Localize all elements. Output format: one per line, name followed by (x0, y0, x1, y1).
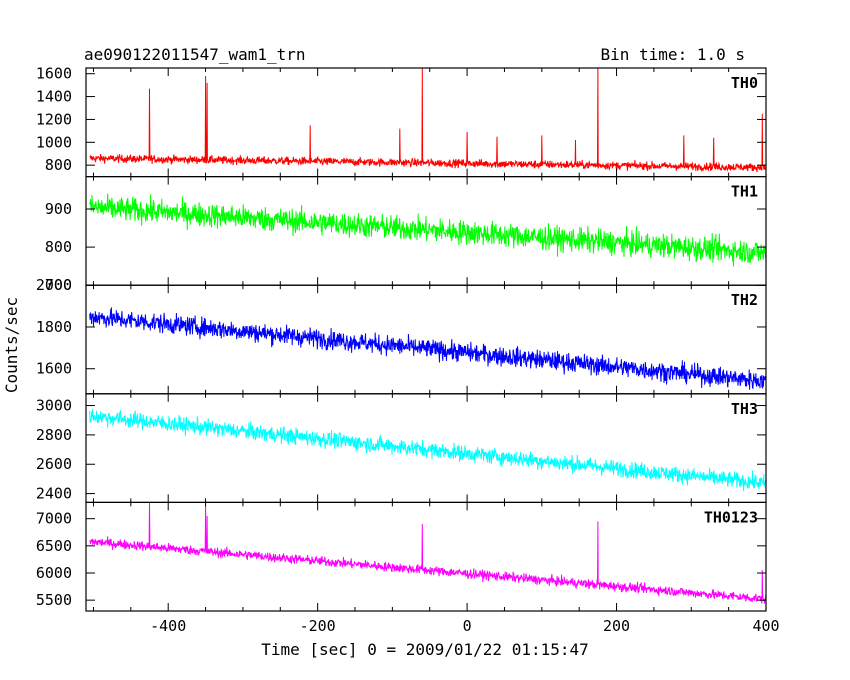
x-tick-label: -200 (300, 617, 336, 635)
y-tick-label: 2800 (36, 426, 72, 444)
panel-frame (85, 501, 767, 612)
y-tick-label: 7000 (36, 510, 72, 528)
bin-time-label: Bin time: 1.0 s (601, 45, 746, 64)
y-tick-label: 1600 (36, 65, 72, 83)
panel-th3: 2400 2600 2800 3000 TH3 (36, 393, 767, 503)
panel-name: TH0 (731, 74, 758, 92)
panel-name: TH0123 (704, 508, 758, 526)
series-line-th1 (89, 193, 766, 267)
y-tick-label: 2000 (36, 276, 72, 294)
x-tick-label: 200 (603, 617, 630, 635)
panel-th0123: 5500 6000 6500 7000 TH0123 (36, 501, 767, 612)
panel-th2: 1600 1800 2000 TH2 (36, 276, 767, 395)
panel-th0: 800 1000 1200 1400 1600 TH0 (36, 65, 767, 178)
series-line-th2 (89, 307, 766, 390)
y-tick-label: 6500 (36, 537, 72, 555)
y-tick-label: 700 (45, 276, 72, 294)
panel-name: TH2 (731, 291, 758, 309)
y-tick-label: 800 (45, 238, 72, 256)
y-tick-label: 1000 (36, 133, 72, 151)
x-tick-label: 400 (752, 617, 779, 635)
y-tick-label: 900 (45, 200, 72, 218)
panel-th1: 700 800 900 TH1 (45, 176, 767, 294)
y-tick-label: 2400 (36, 485, 72, 503)
x-axis-label: Time [sec] 0 = 2009/01/22 01:15:47 (261, 640, 589, 659)
y-tick-label: 6000 (36, 564, 72, 582)
y-axis-label: Counts/sec (2, 297, 21, 393)
y-tick-label: 1800 (36, 318, 72, 336)
series-line-th3 (89, 408, 766, 492)
y-tick-label: 1400 (36, 88, 72, 106)
y-tick-label: 800 (45, 156, 72, 174)
series-line-th0123 (89, 502, 766, 604)
y-tick-label: 5500 (36, 591, 72, 609)
panel-name: TH1 (731, 183, 758, 201)
x-tick-label: -400 (150, 617, 186, 635)
y-tick-label: 1200 (36, 110, 72, 128)
y-tick-label: 2600 (36, 455, 72, 473)
chart-title: ae090122011547_wam1_trn (84, 45, 306, 64)
y-tick-label: 3000 (36, 397, 72, 415)
panel-name: TH3 (731, 400, 758, 418)
x-tick-label: 0 (463, 617, 472, 635)
series-line-th0 (89, 68, 766, 173)
panel-frame (85, 393, 767, 503)
y-tick-label: 1600 (36, 360, 72, 378)
